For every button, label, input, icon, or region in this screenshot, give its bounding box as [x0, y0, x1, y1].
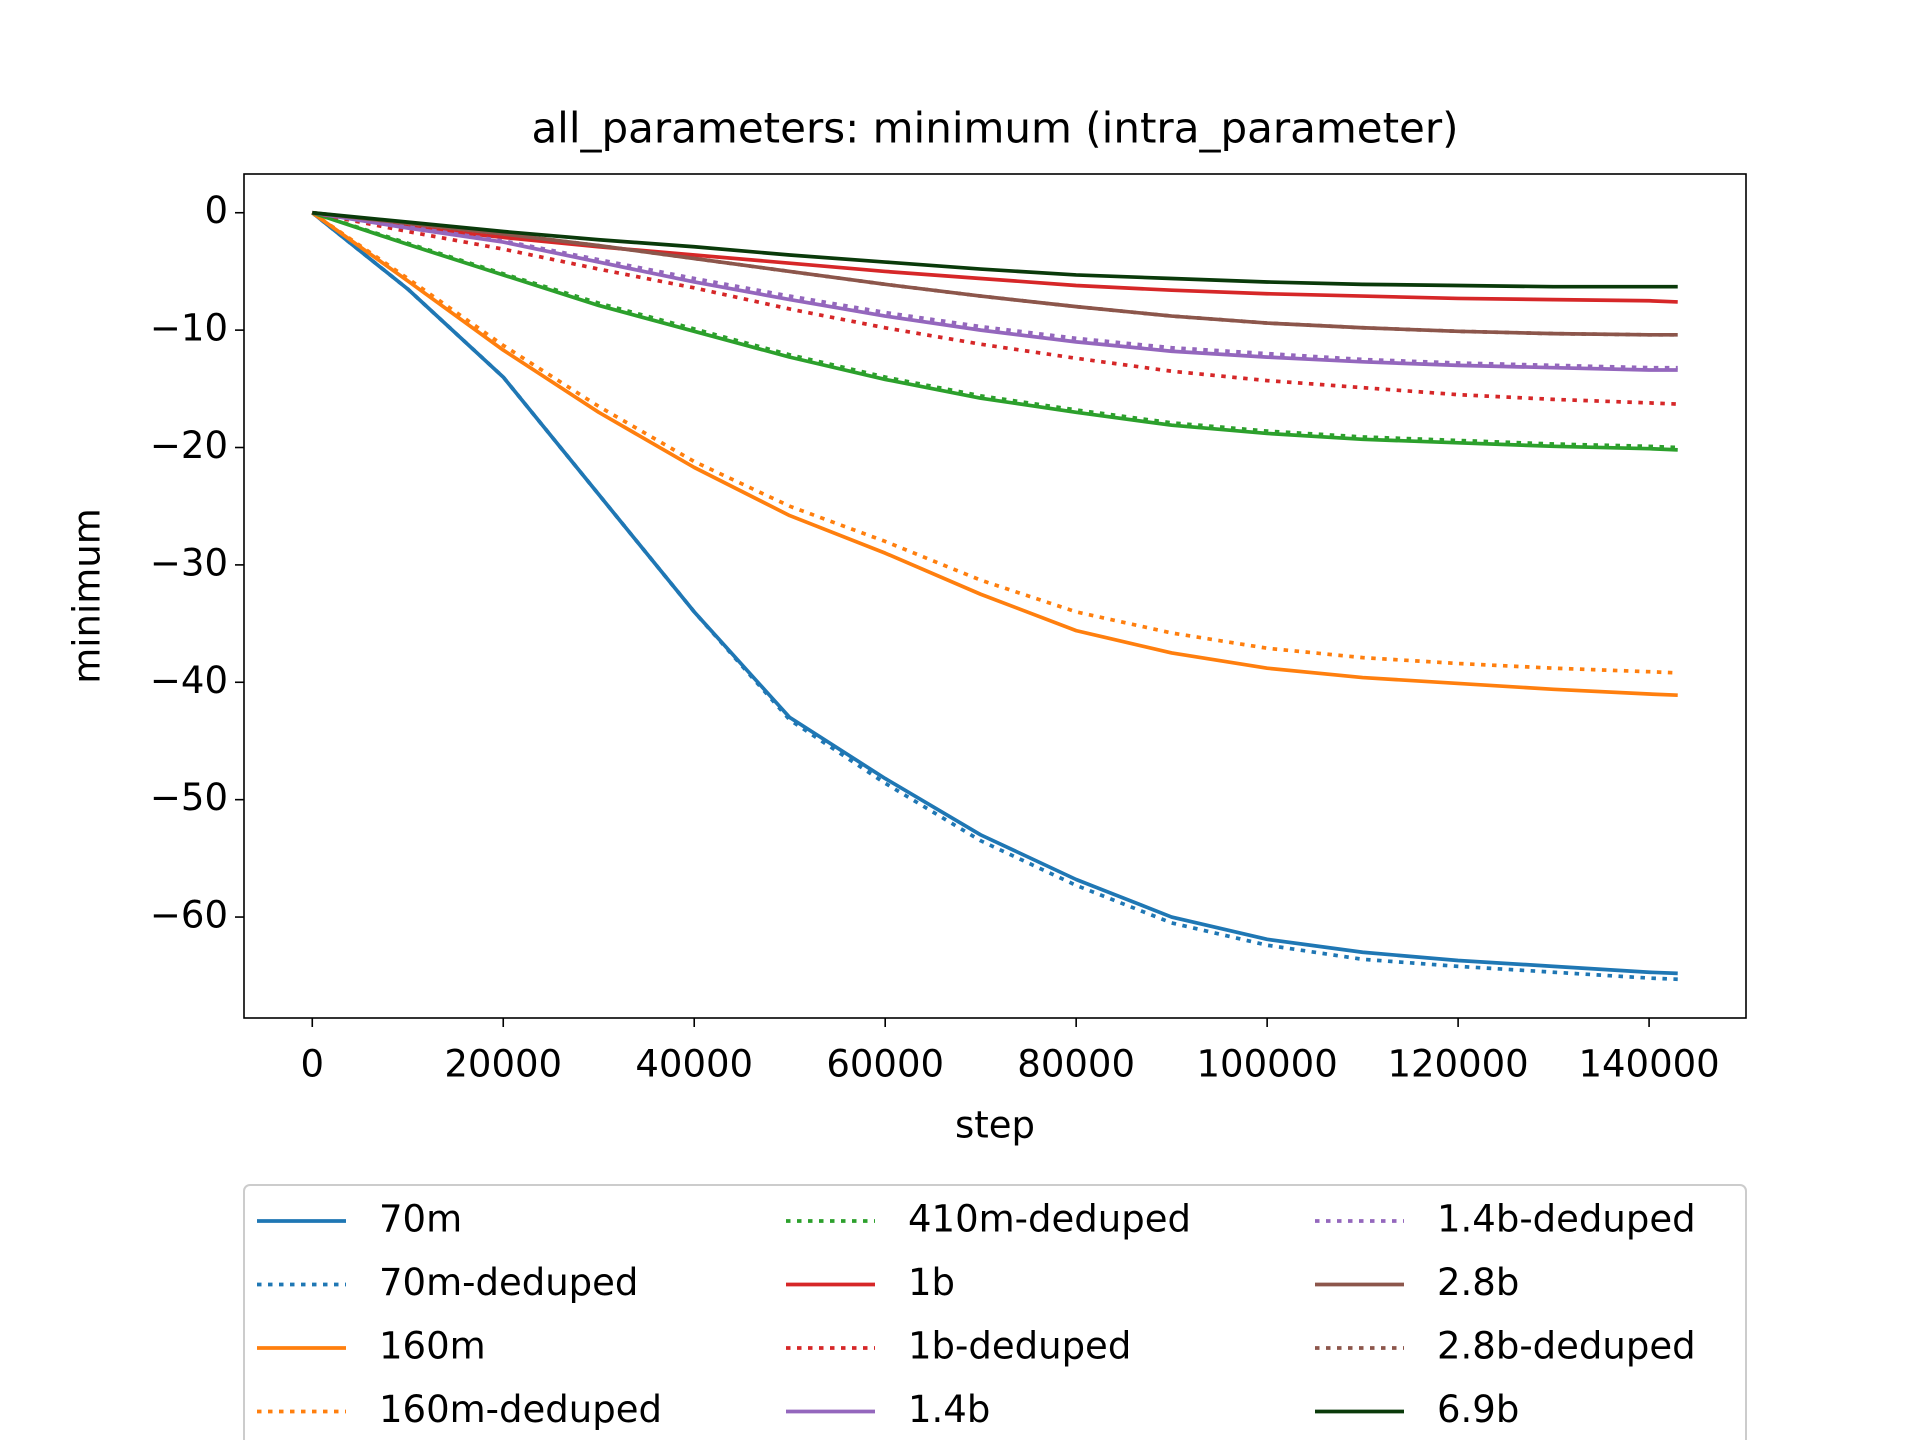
- y-tick-label: −30: [150, 541, 228, 584]
- series-line: [311, 211, 1678, 982]
- y-tick-label: −10: [150, 307, 228, 350]
- series-line: [311, 211, 1678, 976]
- plot-frame: [243, 173, 1747, 1019]
- legend-label: 160m: [379, 1325, 486, 1368]
- y-axis-label: minimum: [66, 508, 109, 684]
- series-line: [312, 210, 1678, 337]
- legend-label: 1b-deduped: [908, 1325, 1131, 1368]
- series-line: [311, 211, 1678, 675]
- legend-label: 1b: [908, 1261, 955, 1304]
- x-tick-label: 120000: [1387, 1043, 1528, 1086]
- legend-label: 6.9b: [1437, 1388, 1519, 1431]
- legend-box: [243, 1184, 1747, 1440]
- x-tick-label: 80000: [1017, 1043, 1135, 1086]
- series-line: [312, 210, 1678, 304]
- series-line: [311, 211, 1678, 698]
- chart-title: all_parameters: minimum (intra_parameter…: [531, 104, 1458, 153]
- series-line: [311, 210, 1678, 406]
- x-tick-label: 20000: [444, 1043, 562, 1086]
- y-tick-label: −20: [150, 424, 228, 467]
- y-tick-label: −60: [150, 894, 228, 937]
- legend-label: 1.4b-deduped: [1437, 1198, 1696, 1241]
- x-tick-label: 0: [300, 1043, 324, 1086]
- y-tick-label: 0: [204, 189, 228, 232]
- legend-label: 70m: [379, 1198, 462, 1241]
- series-line: [311, 210, 1678, 450]
- series-line: [312, 210, 1678, 289]
- legend-label: 160m-deduped: [379, 1388, 662, 1431]
- legend-label: 2.8b-deduped: [1437, 1325, 1696, 1368]
- x-tick-label: 140000: [1578, 1043, 1719, 1086]
- series-line: [311, 210, 1678, 452]
- legend-label: 70m-deduped: [379, 1261, 638, 1304]
- x-tick-label: 40000: [635, 1043, 753, 1086]
- legend-label: 1.4b: [908, 1388, 990, 1431]
- y-tick-label: −40: [150, 659, 228, 702]
- x-axis-label: step: [955, 1104, 1035, 1147]
- legend-label: 2.8b: [1437, 1261, 1519, 1304]
- legend-label: 410m-deduped: [908, 1198, 1191, 1241]
- y-tick-label: −50: [150, 776, 228, 819]
- x-tick-label: 100000: [1197, 1043, 1338, 1086]
- series-line: [312, 210, 1678, 370]
- x-tick-label: 60000: [826, 1043, 944, 1086]
